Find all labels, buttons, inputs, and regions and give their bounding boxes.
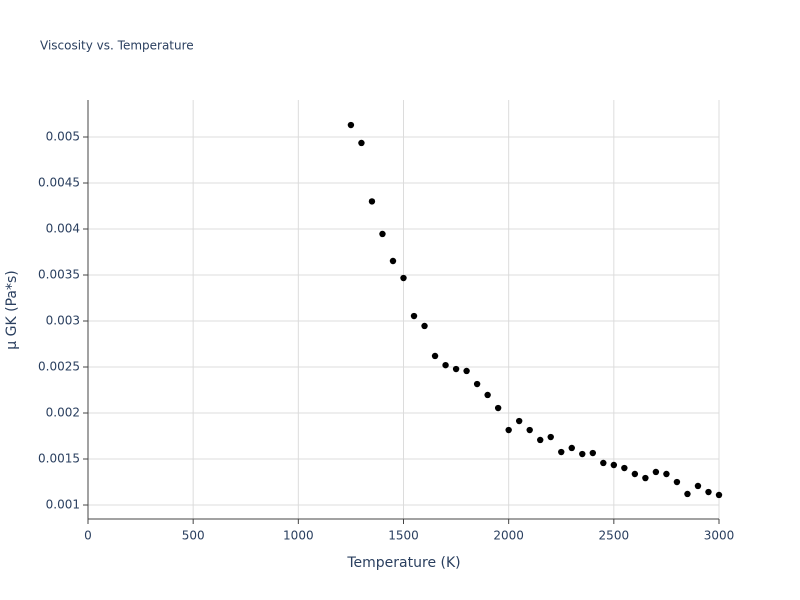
data-point — [652, 468, 660, 476]
data-point — [484, 391, 491, 399]
y-tick-label: 0.005 — [46, 129, 80, 143]
y-tick-label: 0.004 — [46, 221, 80, 235]
data-point — [705, 488, 712, 496]
data-point — [358, 139, 365, 147]
data-point — [505, 426, 512, 434]
data-point — [526, 426, 533, 434]
data-point — [347, 121, 355, 129]
y-tick-label: 0.002 — [46, 406, 80, 420]
data-point — [673, 478, 681, 486]
y-tick-label: 0.0045 — [38, 175, 80, 189]
data-point — [600, 459, 607, 467]
data-point — [715, 491, 723, 499]
data-point — [547, 433, 554, 441]
data-point — [589, 449, 596, 457]
data-point — [452, 365, 460, 373]
x-tick-label: 1000 — [283, 529, 314, 543]
data-point — [515, 417, 523, 425]
data-point — [379, 230, 386, 238]
data-point — [631, 470, 639, 478]
data-point — [694, 482, 702, 490]
data-point — [684, 490, 691, 498]
x-axis-label: Temperature (K) — [346, 555, 460, 571]
data-point — [473, 380, 481, 388]
y-tick-label: 0.003 — [46, 314, 80, 328]
data-point — [610, 461, 618, 469]
data-point — [368, 198, 376, 205]
data-point — [568, 444, 575, 452]
chart-title: Viscosity vs. Temperature — [40, 39, 194, 53]
data-point — [442, 361, 449, 369]
x-tick-label: 3000 — [704, 529, 735, 543]
x-tick-label: 2000 — [493, 529, 524, 543]
y-tick-label: 0.0035 — [38, 267, 80, 281]
y-axis-label: μ GK (Pa*s) — [4, 270, 20, 349]
x-tick-label: 0 — [84, 529, 92, 543]
x-tick-label: 500 — [182, 529, 205, 543]
y-tick-label: 0.0015 — [38, 452, 80, 466]
data-point — [431, 352, 439, 360]
data-point — [389, 257, 397, 265]
data-point — [579, 450, 586, 458]
data-point — [558, 448, 565, 456]
data-point — [621, 464, 628, 472]
data-point — [537, 436, 544, 444]
data-point — [463, 367, 470, 375]
data-point — [642, 474, 649, 482]
data-point — [421, 322, 428, 330]
y-tick-label: 0.001 — [46, 498, 80, 512]
data-point — [663, 470, 670, 478]
data-point — [400, 274, 407, 282]
data-point — [494, 404, 502, 412]
x-tick-label: 1500 — [388, 529, 419, 543]
data-point — [410, 312, 418, 320]
x-tick-label: 2500 — [599, 529, 630, 543]
y-tick-label: 0.0025 — [38, 360, 80, 374]
